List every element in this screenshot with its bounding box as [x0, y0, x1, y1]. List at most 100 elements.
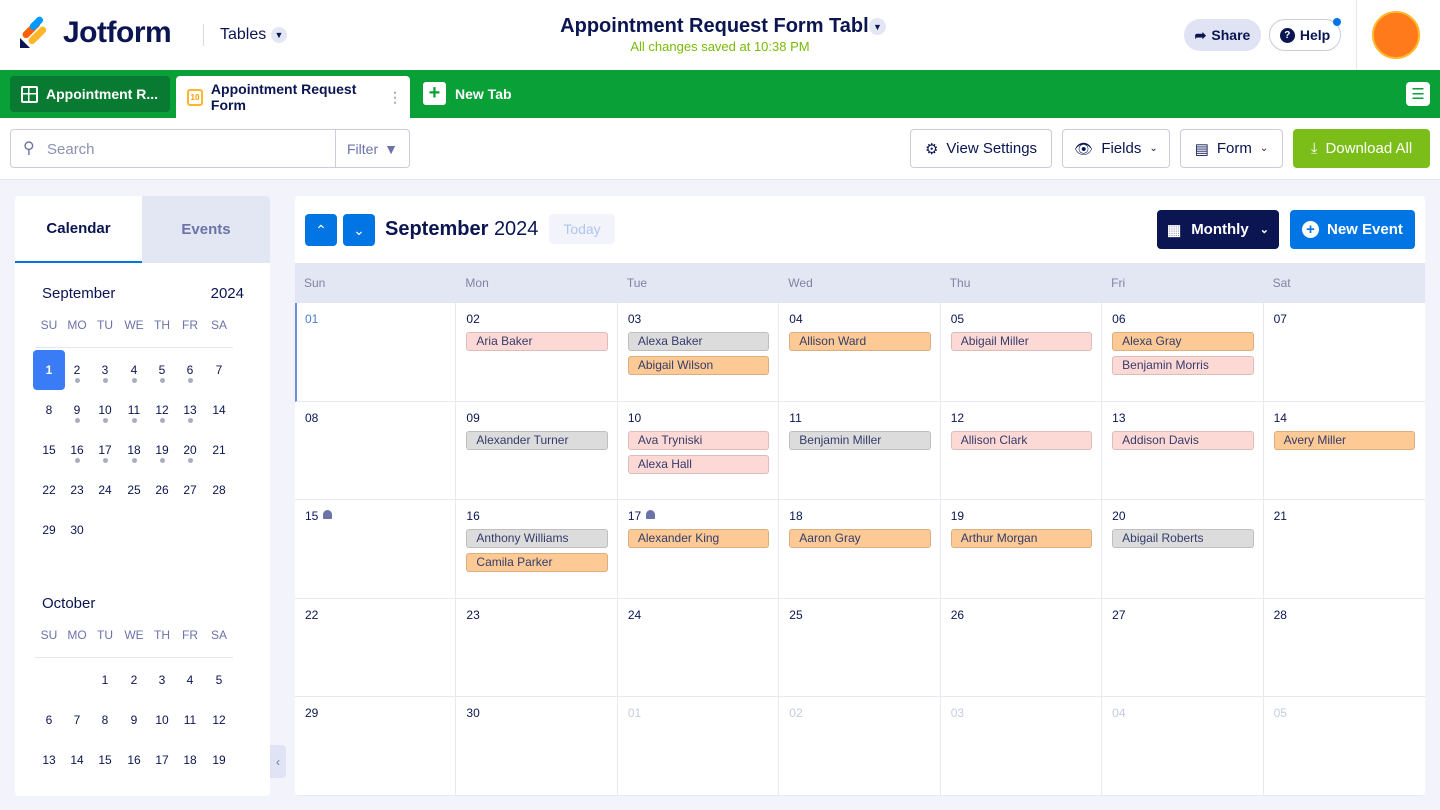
day-cell [295, 697, 457, 796]
event[interactable]: Alexa Hall [627, 455, 770, 474]
event[interactable]: Alexa Gray [1112, 332, 1254, 351]
view-select[interactable]: ▦ Monthly ⌄ [1157, 210, 1279, 249]
event[interactable]: Anthony Williams [466, 529, 608, 548]
search-box[interactable]: ⚲ Search Filter ▼ [10, 129, 410, 168]
day-number: 10 [627, 411, 642, 425]
event[interactable]: Arthur Morgan [950, 529, 1093, 548]
day-number: 19 [950, 509, 965, 523]
selected-day [33, 350, 65, 390]
divider [1356, 0, 1357, 70]
day: 28 [212, 483, 226, 497]
chevron[interactable]: ▼ [869, 18, 886, 35]
day-cell [1102, 500, 1264, 599]
weekday-label: TH [154, 318, 170, 332]
event[interactable]: Addison Davis [1112, 431, 1254, 450]
day: 12 [212, 713, 226, 727]
chevron[interactable]: ▼ [271, 27, 287, 43]
day: 8 [101, 713, 109, 727]
filter-button[interactable]: Filter ▼ [335, 130, 409, 167]
collapse-handle[interactable]: ‹ [270, 745, 286, 778]
day-cell [456, 402, 618, 500]
weekday-label: Tue [626, 276, 648, 290]
share-label: Share [1211, 27, 1251, 43]
new-event-button[interactable]: + New Event [1290, 210, 1415, 249]
day-number: 18 [789, 509, 803, 523]
event[interactable]: Abigail Wilson [627, 356, 770, 375]
sidebar: Calendar Events September 2024 SU MO TU WE TH F… [15, 196, 270, 796]
day-cell [1263, 599, 1425, 697]
share-button[interactable]: ➦ Share [1184, 19, 1261, 51]
day-number: 13 [1112, 411, 1126, 425]
weekday-label: Sat [1272, 276, 1291, 290]
help-button[interactable]: ? Help [1269, 19, 1341, 51]
day-number: 24 [627, 608, 642, 622]
event-dot [74, 458, 80, 463]
day: 23 [70, 483, 84, 497]
event[interactable]: Alexander Turner [466, 431, 608, 450]
download-button[interactable]: ⤓ Download All [1293, 129, 1430, 168]
view-settings-button[interactable]: ⚙ View Settings [910, 129, 1052, 168]
day-number: 01 [305, 312, 319, 326]
day-number: 01 [627, 706, 642, 720]
weekday-label: Mon [465, 276, 489, 290]
event[interactable]: Benjamin Morris [1112, 356, 1254, 375]
menu-button[interactable]: ☰ [1406, 82, 1430, 106]
day-cell [1263, 500, 1425, 599]
event[interactable]: Aria Baker [466, 332, 608, 351]
month-name: September [385, 218, 489, 240]
day-cell [1263, 697, 1425, 796]
weekday-label: TU [97, 628, 113, 642]
event[interactable]: Abigail Roberts [1112, 529, 1254, 548]
help-label: Help [1299, 27, 1331, 43]
divider [203, 24, 204, 46]
day-number: 08 [305, 411, 319, 425]
day-cell [1102, 303, 1264, 402]
event[interactable]: Benjamin Miller [789, 431, 931, 450]
event[interactable]: Alexa Baker [627, 332, 770, 351]
tab-active[interactable]: 10 Appointment Request Form ⋮ [176, 76, 410, 118]
day-cell [1263, 402, 1425, 500]
tables-menu[interactable]: Tables [220, 26, 267, 43]
event[interactable]: Allison Clark [950, 431, 1093, 450]
month-heading: September 2024 [385, 218, 538, 241]
tab[interactable]: Appointment R... [10, 76, 170, 112]
event[interactable]: Avery Miller [1273, 431, 1415, 450]
event[interactable]: Abigail Miller [950, 332, 1093, 351]
prev-button[interactable]: ⌃ [305, 214, 337, 246]
sidebar-tab[interactable]: Events [142, 196, 270, 263]
day-number: 22 [305, 608, 319, 622]
next-button[interactable]: ⌄ [343, 214, 375, 246]
button-label: Form [1216, 140, 1252, 157]
day: 18 [127, 443, 141, 457]
day-number: 29 [305, 706, 319, 720]
day-cell [779, 697, 941, 796]
event[interactable]: Alexander King [627, 529, 770, 548]
today-button[interactable]: Today [549, 214, 615, 244]
day: 13 [42, 753, 56, 767]
day: 10 [155, 713, 169, 727]
weekday-label: TU [97, 318, 113, 332]
weekday-label: WE [124, 318, 144, 332]
day: 16 [70, 443, 84, 457]
event[interactable]: Allison Ward [789, 332, 931, 351]
day: 9 [130, 713, 138, 727]
day: 1 [101, 673, 109, 687]
form-button[interactable]: ▤ Form ⌄ [1180, 129, 1283, 168]
weekday-label: SU [40, 318, 58, 332]
day-cell [456, 599, 618, 697]
day: 17 [98, 443, 112, 457]
day-number: 02 [466, 312, 480, 326]
event[interactable]: Camila Parker [466, 553, 608, 572]
avatar[interactable] [1372, 11, 1420, 59]
day-number: 03 [950, 706, 965, 720]
new-tab-label: New Tab [455, 85, 512, 102]
event-dot [131, 418, 137, 423]
day-number: 21 [1273, 509, 1287, 523]
fields-button[interactable]: 👁 Fields ⌄ [1062, 129, 1170, 168]
event[interactable]: Aaron Gray [789, 529, 931, 548]
event[interactable]: Ava Tryniski [627, 431, 770, 450]
event-dot [159, 378, 165, 383]
event-dot [187, 378, 193, 383]
new-tab[interactable]: + New Tab [423, 82, 512, 105]
sidebar-tab-active[interactable]: Calendar [15, 196, 142, 263]
